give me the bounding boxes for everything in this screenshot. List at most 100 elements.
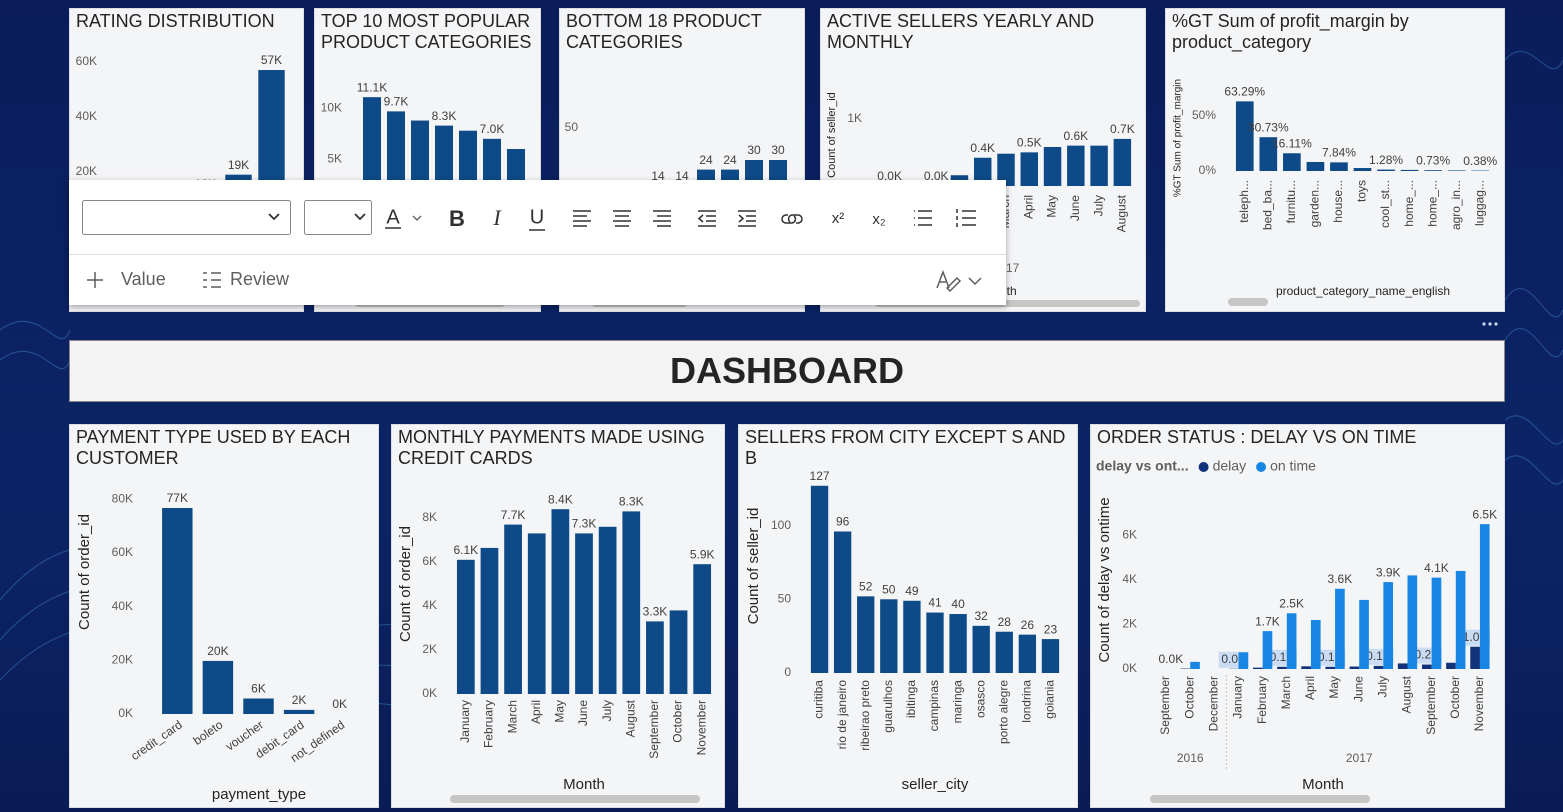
data-label: 0.0K — [1159, 652, 1184, 666]
bar — [974, 157, 992, 186]
data-label: 7.3K — [572, 517, 597, 531]
legend-marker — [1256, 462, 1267, 472]
y-tick-label: 2K — [1122, 617, 1137, 631]
y-tick-label: 20K — [76, 164, 97, 178]
review-icon[interactable] — [203, 272, 221, 288]
x-tick-label: ribeirao preto — [858, 680, 872, 751]
legend-marker — [1198, 462, 1209, 472]
chart-title: PAYMENT TYPE USED BY EACH CUSTOMER — [76, 427, 351, 468]
chart-title: ORDER STATUS : DELAY VS ON TIME — [1097, 427, 1417, 447]
x-tick-label: osasco — [973, 680, 987, 718]
data-label: 1.28% — [1369, 153, 1403, 167]
data-label: 26 — [1021, 618, 1035, 632]
superscript-button[interactable]: x² — [832, 210, 845, 227]
y-axis-title: Count of seller_id — [745, 508, 762, 625]
x-tick-label: November — [1472, 676, 1486, 731]
x-tick-label: furnitu... — [1284, 180, 1298, 223]
data-label: 8.4K — [548, 492, 573, 506]
data-label: 0.6K — [1063, 129, 1088, 143]
y-tick-label: 8K — [422, 510, 437, 524]
data-label: 14 — [651, 169, 665, 183]
bullet-list[interactable] — [914, 210, 932, 226]
italic-button[interactable]: I — [492, 205, 502, 230]
data-label: 3.9K — [1376, 565, 1401, 579]
scrollbars — [355, 298, 1370, 803]
font-color-chevron[interactable] — [412, 215, 422, 221]
more-options[interactable] — [1482, 322, 1498, 326]
bar — [1067, 145, 1085, 186]
y-tick-label: 4K — [422, 598, 437, 612]
y-tick-label: 100 — [771, 518, 791, 532]
x-axis-title: Month — [1302, 776, 1344, 793]
x-tick-label: August — [1115, 194, 1129, 232]
toolbar-icons: A B I U x² x₂ Value — [69, 200, 1006, 293]
data-label: 52 — [859, 580, 873, 594]
data-label: 0.73% — [1416, 153, 1450, 167]
data-label: 16.11% — [1272, 136, 1312, 150]
bar — [480, 547, 499, 694]
bar — [551, 509, 570, 694]
data-label: 30 — [771, 143, 785, 157]
data-label: 30.73% — [1248, 120, 1289, 134]
x-group-label: 2017 — [1346, 751, 1373, 765]
y-tick-label: 40K — [76, 109, 97, 123]
y-tick-label: 6K — [422, 554, 437, 568]
data-label: 49 — [905, 584, 919, 598]
chart-title: MONTHLY PAYMENTS MADE USING CREDIT CARDS — [398, 427, 705, 468]
y-tick-label: 50 — [778, 591, 792, 605]
x-tick-label: goiania — [1043, 680, 1057, 719]
x-tick-label: February — [482, 700, 496, 748]
y-tick-label: 10K — [321, 101, 342, 115]
decrease-indent[interactable] — [697, 210, 716, 227]
bar — [995, 631, 1013, 673]
data-label: 32 — [975, 609, 989, 623]
bar — [1238, 652, 1249, 669]
underline-button[interactable]: U — [530, 206, 544, 228]
x-tick-label: toys — [1355, 180, 1369, 202]
font-size-dropdown[interactable] — [304, 200, 372, 235]
link[interactable] — [781, 214, 803, 224]
review-button[interactable]: Review — [230, 269, 290, 289]
subscript-button[interactable]: x₂ — [872, 211, 886, 228]
increase-indent[interactable] — [738, 210, 756, 227]
numbered-list[interactable] — [956, 209, 976, 227]
data-label: 0.7K — [1110, 122, 1135, 136]
y-tick-label: 80K — [112, 492, 133, 506]
font-color-button[interactable]: A — [386, 206, 400, 228]
y-tick-label: 0 — [784, 665, 791, 679]
expand-chevron[interactable] — [968, 277, 982, 286]
plus-icon[interactable] — [87, 272, 103, 288]
x-tick-label: campinas — [927, 680, 941, 731]
data-label: 77K — [167, 491, 188, 505]
x-tick-label: December — [1207, 676, 1221, 731]
banner: DASHBOARD — [69, 340, 1505, 402]
bar — [669, 610, 688, 694]
x-tick-label: January — [1231, 676, 1245, 719]
scrollbar — [450, 795, 700, 803]
bold-button[interactable]: B — [449, 206, 465, 231]
bar — [903, 600, 921, 673]
bar — [1190, 661, 1200, 669]
font-family-dropdown[interactable] — [82, 200, 291, 235]
align-left[interactable] — [573, 210, 591, 227]
bar — [1325, 666, 1336, 669]
data-label: 96 — [836, 515, 850, 529]
x-tick-label: August — [623, 699, 637, 737]
align-right[interactable] — [653, 210, 671, 227]
bar — [575, 533, 593, 694]
x-group-label: 2016 — [1177, 751, 1204, 765]
bar — [1377, 169, 1395, 171]
bar — [456, 559, 475, 694]
x-tick-label: londrina — [1020, 680, 1034, 723]
x-tick-label: August — [1400, 675, 1414, 713]
x-axis-title: seller_city — [902, 776, 969, 793]
bar — [1041, 639, 1060, 673]
align-center[interactable] — [613, 210, 631, 227]
bar — [1479, 524, 1490, 669]
scrollbar — [1228, 298, 1268, 306]
bar — [1407, 575, 1418, 669]
x-tick-label: April — [529, 700, 543, 724]
spelling-icon[interactable] — [936, 269, 962, 293]
bar — [1252, 667, 1263, 669]
add-value-button[interactable]: Value — [121, 269, 166, 289]
